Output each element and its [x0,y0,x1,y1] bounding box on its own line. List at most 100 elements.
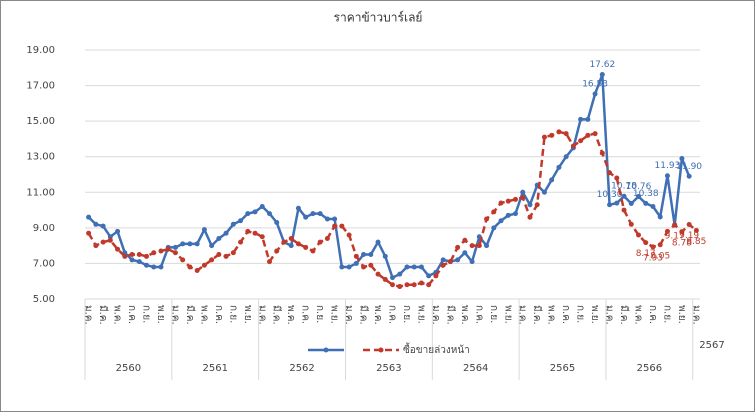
point [498,218,504,224]
x-tick-label: มี.ค. [531,305,543,325]
year-label: 2565 [550,363,575,374]
point [455,257,461,263]
point [361,264,367,270]
value-label: 7.93 [643,253,663,263]
value-label: 10.30 [597,190,623,200]
year-label: 2560 [116,363,141,374]
point [556,164,562,170]
x-tick-label: ก.ย. [575,305,586,323]
point [657,214,663,220]
point [447,259,453,265]
point [520,195,526,201]
point [621,193,627,199]
x-tick-label: พ.ค. [372,305,383,325]
value-label: 8.85 [686,237,706,247]
point [607,170,613,176]
x-tick-label: พ.ย. [676,305,687,324]
point [426,282,432,288]
point [491,209,497,215]
point [397,271,403,277]
point [484,243,490,249]
value-label: 11.93 [655,161,681,171]
point [404,282,410,288]
x-tick-label: ม.ค. [690,305,701,325]
point [180,241,186,247]
point [324,216,330,222]
point [310,248,316,254]
x-tick-label: ก.ย. [141,305,152,323]
point [621,207,627,213]
x-tick-label: พ.ค. [546,305,557,325]
legend-marker [378,347,384,353]
point [259,204,265,210]
y-tick-label: 17.00 [26,81,55,92]
value-label: 17.62 [589,60,615,70]
x-tick-label: ม.ค. [604,305,615,325]
point [469,259,475,265]
point [245,211,251,217]
point [585,132,591,138]
point [317,211,323,217]
point [158,264,164,270]
point [216,252,222,258]
point [513,196,518,202]
point [505,198,511,204]
point [418,280,424,286]
point [657,242,663,248]
point [686,221,692,227]
point [636,232,641,238]
x-tick-label: พ.ย. [155,305,166,324]
point [238,239,244,245]
point [614,175,620,181]
point [534,202,540,208]
x-tick-label: ม.ค. [256,305,267,325]
point [158,248,164,254]
value-label: 8.78 [672,238,692,248]
y-tick-label: 7.00 [33,258,55,269]
point [375,239,381,245]
point [563,154,569,160]
point [397,284,403,290]
point [541,134,547,140]
point [498,200,504,206]
point [520,189,526,195]
point [527,202,533,208]
point [672,222,678,228]
point [650,244,656,250]
y-tick-label: 11.00 [26,187,55,198]
point [115,228,121,234]
point [187,264,193,270]
x-tick-label: มี.ค. [184,305,196,325]
year-label: 2563 [376,363,401,374]
point [578,116,584,122]
point [93,221,99,227]
point [288,236,294,242]
point [230,221,236,227]
point [382,253,388,259]
point [679,229,685,235]
point [570,143,576,149]
value-label: 10.78 [611,182,637,192]
value-label: 9.19 [679,231,699,241]
point [440,257,446,263]
x-tick-label: ก.ค. [213,305,224,324]
point [476,243,482,249]
point [295,205,301,211]
point [194,268,200,274]
year-label: 2567 [699,340,724,351]
point [491,225,497,231]
point [310,211,316,217]
point [136,259,142,265]
x-tick-label: ก.ค. [473,305,484,324]
value-label: 11.90 [676,162,702,172]
value-label: 16.53 [582,79,608,89]
point [650,204,656,210]
point [144,262,149,268]
point [643,240,649,246]
point [267,259,272,265]
point [628,221,634,227]
point [599,72,605,78]
x-tick-label: มี.ค. [444,305,456,325]
x-tick-label: พ.ย. [502,305,513,324]
